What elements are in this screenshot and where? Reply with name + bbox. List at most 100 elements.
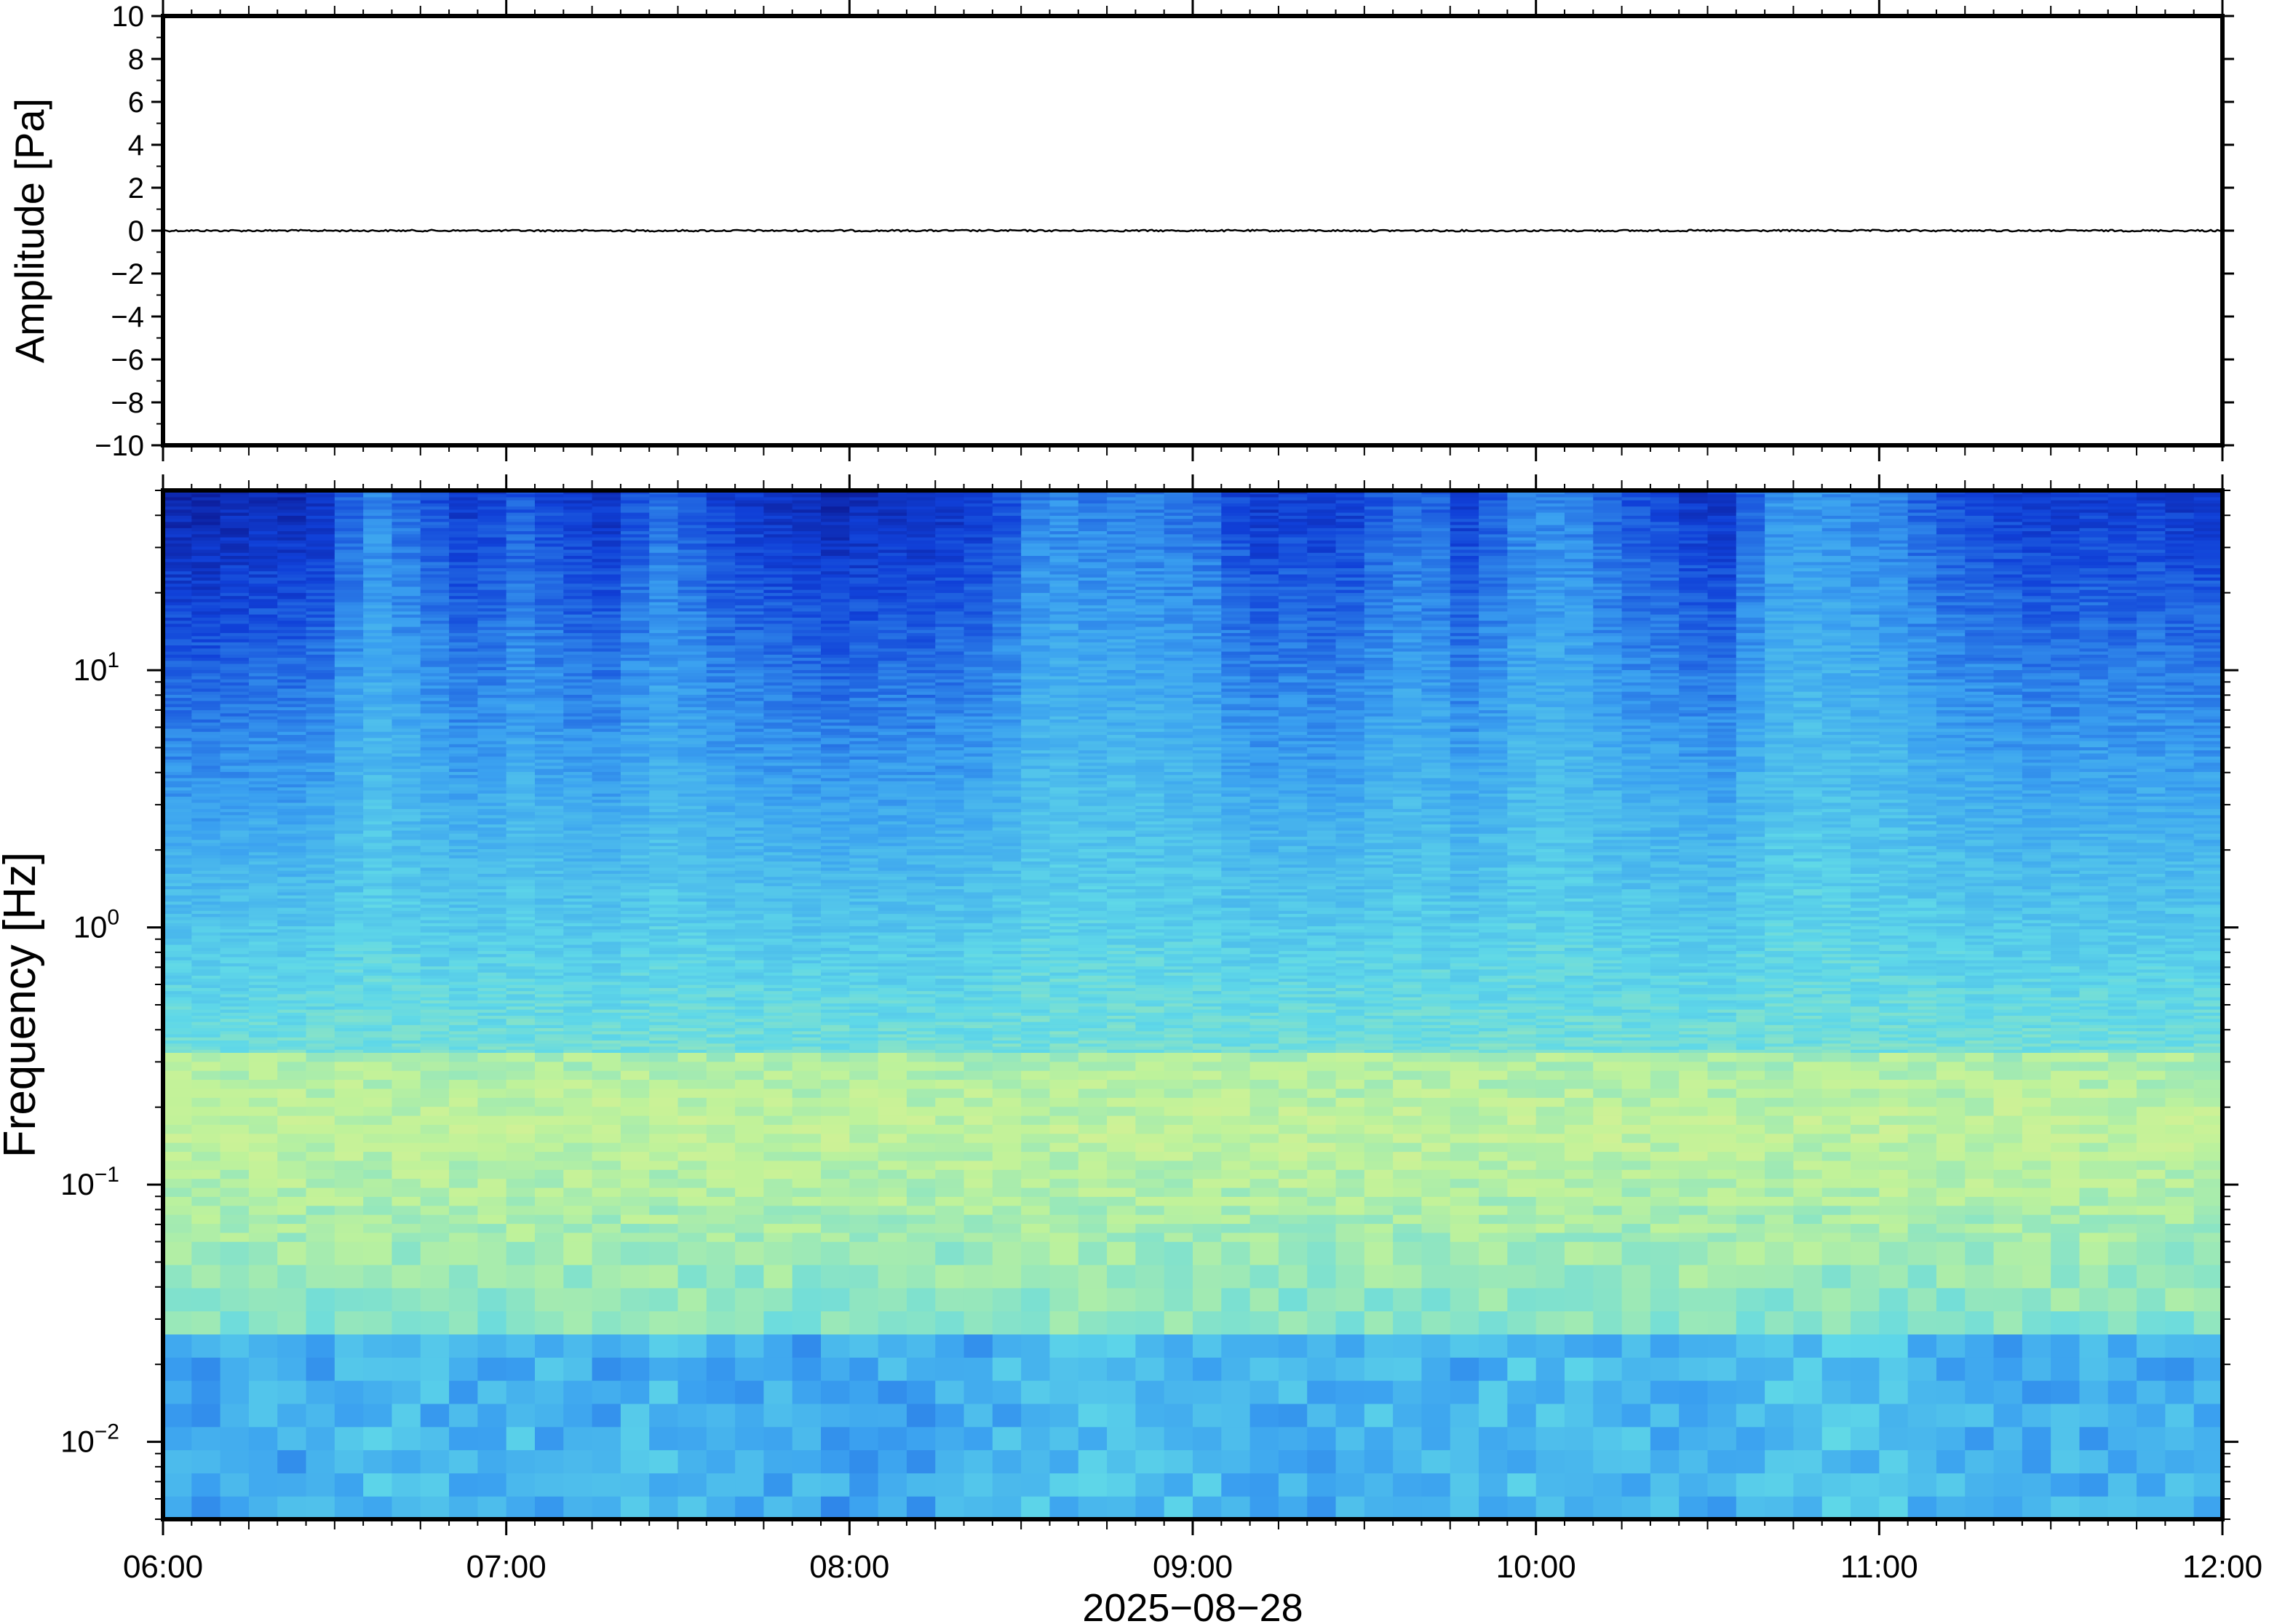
spectrogram-cell [763, 864, 792, 868]
spectrogram-cell [477, 944, 506, 948]
spectrogram-cell [621, 731, 650, 735]
spectrogram-cell [220, 843, 250, 846]
spectrogram-cell [707, 1187, 736, 1197]
spectrogram-cell [220, 537, 250, 541]
spectrogram-cell [163, 1049, 192, 1053]
spectrogram-cell [335, 605, 364, 608]
spectrogram-cell [335, 596, 364, 600]
spectrogram-cell [220, 632, 250, 636]
spectrogram-cell [563, 898, 592, 901]
spectrogram-cell [277, 645, 306, 648]
spectrogram-cell [735, 629, 764, 633]
spectrogram-cell [392, 704, 421, 707]
spectrogram-cell [535, 1288, 564, 1311]
spectrogram-cell [220, 873, 250, 877]
spectrogram-cell [563, 580, 592, 584]
spectrogram-cell [678, 1404, 707, 1427]
spectrogram-cell [421, 864, 450, 868]
spectrogram-cell [220, 599, 250, 602]
spectrogram-cell [678, 694, 707, 698]
spectrogram-cell [621, 509, 650, 513]
spectrogram-cell [220, 549, 250, 553]
spectrogram-cell [735, 972, 764, 976]
spectrogram-cell [249, 781, 278, 784]
spectrogram-cell [363, 917, 392, 920]
spectrogram-cell [220, 966, 250, 970]
spectrogram-cell [335, 1080, 364, 1089]
spectrogram-cell [392, 935, 421, 939]
spectrogram-cell [506, 830, 536, 834]
spectrogram-cell [563, 1142, 592, 1152]
spectrogram-cell [249, 1134, 278, 1143]
spectrogram-cell [592, 1473, 621, 1496]
spectrogram-cell [621, 821, 650, 824]
spectrogram-cell [506, 775, 536, 779]
spectrogram-cell [306, 907, 335, 911]
spectrogram-cell [277, 602, 306, 605]
spectrogram-cell [506, 947, 536, 951]
spectrogram-cell [649, 1473, 678, 1496]
spectrogram-cell [506, 636, 536, 640]
spectrogram-cell [335, 657, 364, 661]
spectrogram-cell [506, 580, 536, 584]
spectrogram-cell [335, 599, 364, 602]
spectrogram-cell [763, 954, 792, 958]
spectrogram-cell [421, 917, 450, 920]
spectrogram-cell [306, 1015, 335, 1019]
spectrogram-cell [735, 701, 764, 704]
spectrogram-cell [191, 596, 220, 600]
spectrogram-cell [191, 759, 220, 763]
spectrogram-cell [392, 864, 421, 868]
spectrogram-cell [563, 1265, 592, 1288]
spectrogram-cell [535, 1233, 564, 1242]
spectrogram-cell [535, 528, 564, 531]
spectrogram-cell [535, 861, 564, 864]
spectrogram-cell [763, 602, 792, 605]
spectrogram-cell [392, 1169, 421, 1179]
spectrogram-cell [220, 1107, 250, 1116]
spectrogram-cell [563, 994, 592, 998]
spectrogram-cell [592, 790, 621, 794]
spectrogram-cell [678, 1427, 707, 1450]
spectrogram-cell [449, 741, 478, 744]
spectrogram-cell [763, 765, 792, 769]
spectrogram-cell [220, 1187, 250, 1197]
spectrogram-cell [220, 790, 250, 794]
spectrogram-cell [563, 1450, 592, 1473]
spectrogram-cell [335, 552, 364, 556]
spectrogram-cell [335, 778, 364, 781]
spectrogram-cell [592, 497, 621, 501]
spectrogram-cell [191, 836, 220, 840]
spectrogram-cell [220, 497, 250, 501]
spectrogram-cell [735, 873, 764, 877]
spectrogram-cell [191, 778, 220, 781]
spectrogram-cell [249, 741, 278, 744]
spectrogram-cell [678, 960, 707, 963]
spectrogram-cell [249, 1088, 278, 1098]
spectrogram-cell [421, 904, 450, 908]
spectrogram-cell [621, 858, 650, 861]
spectrogram-cell [506, 1427, 536, 1450]
spectrogram-cell [163, 1015, 192, 1019]
spectrogram-cell [363, 1427, 392, 1450]
spectrogram-cell [621, 661, 650, 664]
spectrogram-cell [363, 624, 392, 627]
spectrogram-cell [477, 704, 506, 707]
spectrogram-cell [535, 1241, 564, 1265]
spectrogram-cell [735, 1062, 764, 1071]
spectrogram-cell [707, 648, 736, 652]
spectrogram-cell [363, 540, 392, 544]
spectrogram-cell [249, 586, 278, 590]
spectrogram-cell [477, 741, 506, 744]
spectrogram-cell [421, 947, 450, 951]
spectrogram-cell [392, 845, 421, 849]
spectrogram-cell [621, 1288, 650, 1311]
spectrogram-cell [449, 584, 478, 587]
spectrogram-cell [449, 731, 478, 735]
spectrogram-cell [678, 892, 707, 896]
spectrogram-cell [392, 781, 421, 784]
spectrogram-cell [220, 1040, 250, 1043]
spectrogram-cell [707, 763, 736, 766]
spectrogram-cell [363, 645, 392, 648]
spectrogram-cell [249, 525, 278, 528]
